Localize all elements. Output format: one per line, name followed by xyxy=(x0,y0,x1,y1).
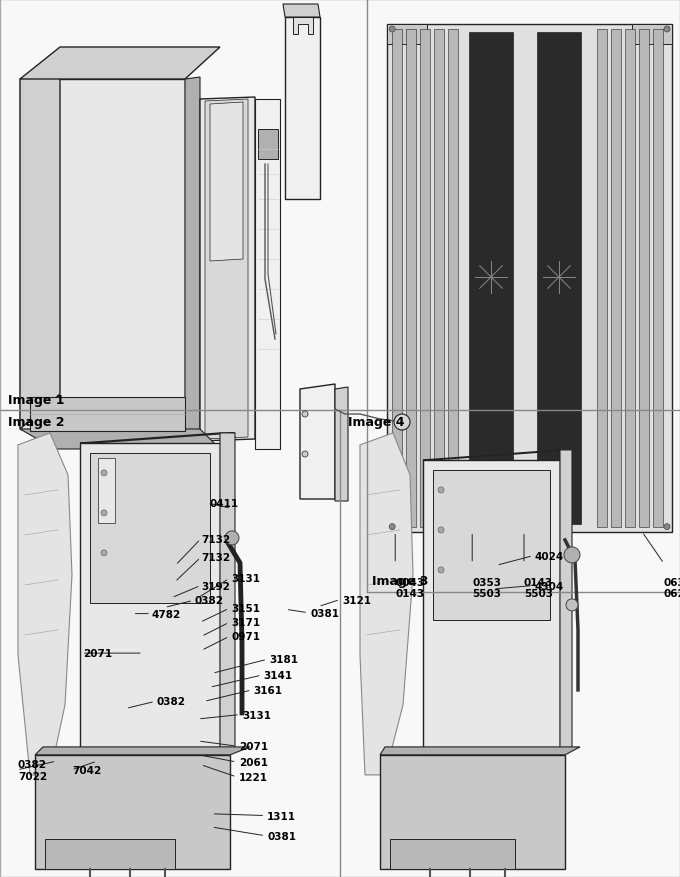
Text: 0353
5503: 0353 5503 xyxy=(472,577,501,599)
Text: 3141: 3141 xyxy=(264,670,293,681)
Text: 0971: 0971 xyxy=(231,631,260,642)
Text: 0382: 0382 xyxy=(194,595,223,606)
Text: 7042: 7042 xyxy=(72,765,101,775)
Polygon shape xyxy=(20,430,220,450)
Text: Image 1: Image 1 xyxy=(8,394,65,406)
Circle shape xyxy=(225,531,239,545)
Text: 0043
0143: 0043 0143 xyxy=(395,577,424,599)
Polygon shape xyxy=(80,444,220,755)
Polygon shape xyxy=(537,33,581,524)
Text: 3131: 3131 xyxy=(231,574,260,584)
Polygon shape xyxy=(625,30,635,527)
Polygon shape xyxy=(387,25,672,532)
Polygon shape xyxy=(335,388,348,502)
Circle shape xyxy=(101,510,107,517)
Polygon shape xyxy=(611,30,621,527)
Text: 0382: 0382 xyxy=(156,696,185,707)
Polygon shape xyxy=(435,30,444,527)
Polygon shape xyxy=(18,433,72,775)
Polygon shape xyxy=(185,78,200,434)
Polygon shape xyxy=(300,384,335,499)
Text: 3151: 3151 xyxy=(231,603,260,614)
Circle shape xyxy=(438,488,444,494)
Text: 4304: 4304 xyxy=(534,581,563,591)
Polygon shape xyxy=(98,459,115,524)
Polygon shape xyxy=(420,30,430,527)
Polygon shape xyxy=(20,65,60,430)
Circle shape xyxy=(566,599,578,611)
Circle shape xyxy=(394,415,410,431)
Polygon shape xyxy=(220,433,235,755)
Text: 4782: 4782 xyxy=(152,609,181,619)
Text: 0143
5503: 0143 5503 xyxy=(524,577,553,599)
Text: 0381: 0381 xyxy=(267,831,296,841)
Circle shape xyxy=(302,452,308,458)
Polygon shape xyxy=(387,25,427,45)
Polygon shape xyxy=(210,103,243,261)
Circle shape xyxy=(438,527,444,533)
Polygon shape xyxy=(380,755,565,869)
Text: Image 2: Image 2 xyxy=(8,416,65,429)
Text: 0381: 0381 xyxy=(310,608,339,618)
Text: 3171: 3171 xyxy=(231,617,260,628)
Polygon shape xyxy=(20,80,185,430)
Polygon shape xyxy=(255,100,280,450)
Polygon shape xyxy=(632,25,672,45)
Polygon shape xyxy=(80,433,235,444)
Text: 2061: 2061 xyxy=(239,757,268,767)
Polygon shape xyxy=(35,747,250,755)
Polygon shape xyxy=(285,18,320,200)
Polygon shape xyxy=(35,755,230,869)
Polygon shape xyxy=(20,48,220,80)
Circle shape xyxy=(664,524,670,530)
Polygon shape xyxy=(433,470,550,620)
Text: 1221: 1221 xyxy=(239,772,268,782)
Circle shape xyxy=(101,470,107,476)
Polygon shape xyxy=(597,30,607,527)
Polygon shape xyxy=(639,30,649,527)
Circle shape xyxy=(664,27,670,33)
Text: 0411: 0411 xyxy=(209,498,239,509)
Polygon shape xyxy=(45,839,175,869)
Polygon shape xyxy=(30,397,185,431)
Text: 1311: 1311 xyxy=(267,810,296,821)
Text: 3121: 3121 xyxy=(342,595,371,605)
Polygon shape xyxy=(469,33,513,524)
Polygon shape xyxy=(423,460,560,755)
Polygon shape xyxy=(392,30,402,527)
Text: Image 3: Image 3 xyxy=(372,574,428,587)
Polygon shape xyxy=(448,30,458,527)
Text: 2071: 2071 xyxy=(84,648,113,659)
Polygon shape xyxy=(360,433,413,775)
Circle shape xyxy=(101,550,107,556)
Text: Image 4: Image 4 xyxy=(348,416,405,429)
Text: 2071: 2071 xyxy=(239,741,268,752)
Circle shape xyxy=(389,27,395,33)
Text: 3181: 3181 xyxy=(269,654,299,665)
Polygon shape xyxy=(90,453,210,603)
Text: 7132: 7132 xyxy=(201,534,231,545)
Polygon shape xyxy=(380,747,580,755)
Circle shape xyxy=(438,567,444,574)
Polygon shape xyxy=(390,839,515,869)
Text: 0633
0623: 0633 0623 xyxy=(664,577,680,599)
Circle shape xyxy=(302,411,308,417)
Polygon shape xyxy=(423,451,572,460)
Text: 3161: 3161 xyxy=(254,685,283,695)
Polygon shape xyxy=(293,18,313,35)
Circle shape xyxy=(564,547,580,563)
Text: 3192: 3192 xyxy=(201,581,231,591)
Polygon shape xyxy=(653,30,663,527)
Text: 4024: 4024 xyxy=(534,551,563,561)
Circle shape xyxy=(389,524,395,530)
Text: 7132: 7132 xyxy=(201,553,231,563)
Polygon shape xyxy=(258,130,278,160)
Text: 0382
7022: 0382 7022 xyxy=(18,759,47,781)
Polygon shape xyxy=(283,5,320,18)
Polygon shape xyxy=(406,30,416,527)
Polygon shape xyxy=(560,451,572,755)
Text: 3131: 3131 xyxy=(242,709,271,720)
Polygon shape xyxy=(205,100,248,439)
Polygon shape xyxy=(200,98,255,441)
